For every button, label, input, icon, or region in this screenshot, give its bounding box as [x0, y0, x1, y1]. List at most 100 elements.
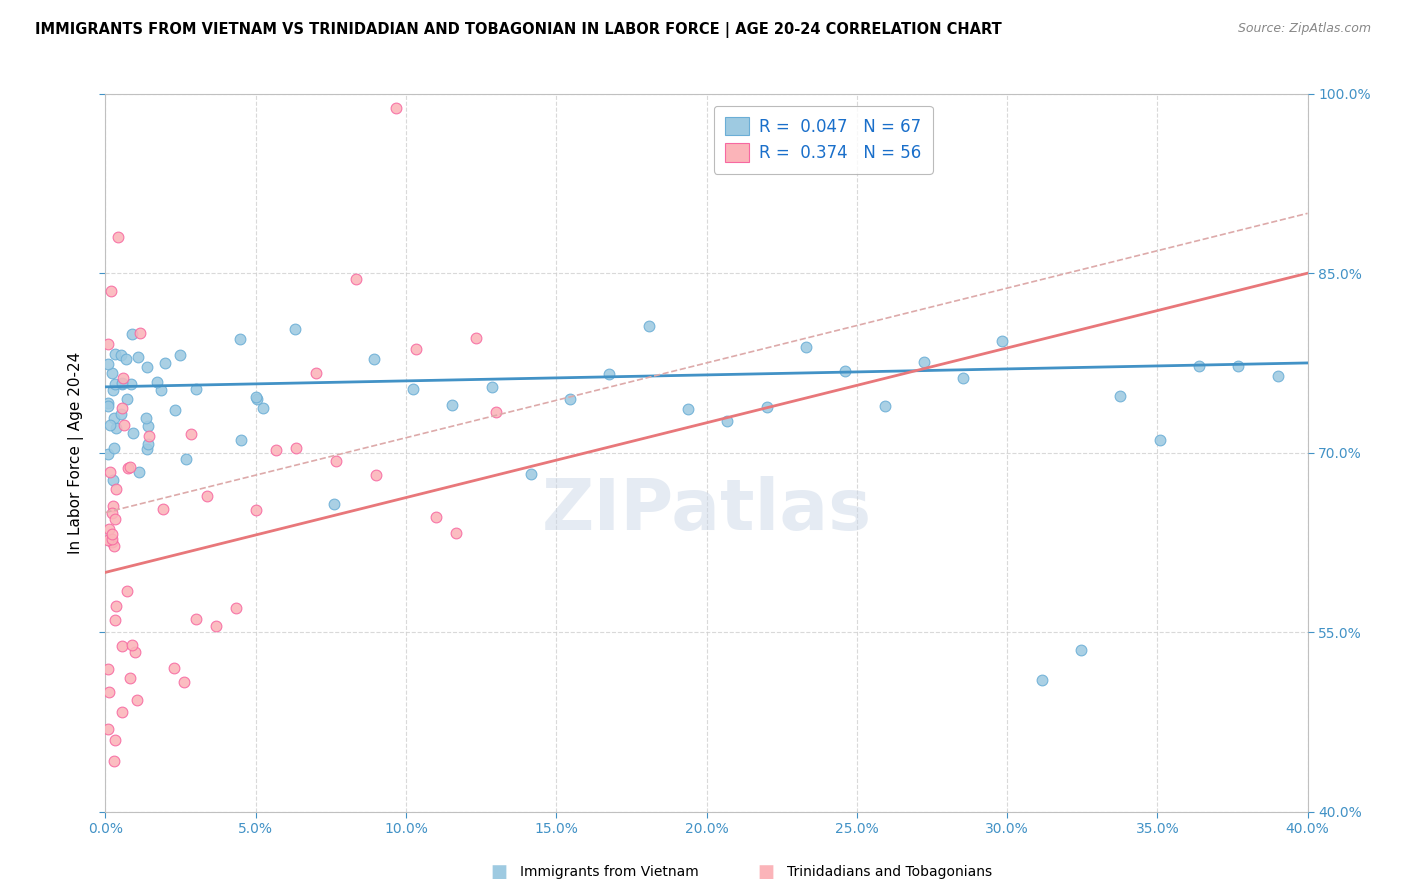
Point	[152, 502, 174, 516]
Point	[101, 534, 124, 549]
Point	[138, 429, 160, 443]
Point	[103, 754, 125, 768]
Point	[305, 366, 328, 380]
Point	[225, 600, 247, 615]
Point	[136, 419, 159, 434]
Point	[441, 397, 464, 411]
Point	[163, 661, 186, 675]
Point	[245, 503, 267, 517]
Point	[952, 371, 974, 385]
Point	[115, 352, 138, 367]
Point	[264, 443, 287, 458]
Point	[101, 527, 124, 541]
Point	[104, 613, 127, 627]
Point	[115, 392, 138, 406]
Point	[103, 540, 125, 554]
Point	[325, 453, 347, 467]
Point	[128, 465, 150, 479]
Point	[912, 354, 935, 368]
Point	[425, 510, 447, 524]
Point	[103, 442, 125, 456]
Point	[716, 414, 738, 428]
Point	[637, 319, 659, 334]
Point	[124, 645, 146, 659]
Point	[163, 403, 186, 417]
Point	[520, 467, 543, 481]
Point	[97, 447, 120, 461]
Point	[174, 451, 197, 466]
Point	[118, 671, 141, 685]
Point	[1070, 643, 1092, 657]
Point	[112, 417, 135, 432]
Point	[125, 693, 148, 707]
Point	[104, 733, 127, 747]
Point	[323, 497, 346, 511]
Point	[444, 526, 467, 541]
Text: ■: ■	[758, 863, 775, 881]
Point	[136, 437, 159, 451]
Point	[1149, 433, 1171, 447]
Point	[111, 706, 134, 720]
Point	[103, 347, 125, 361]
Point	[184, 612, 207, 626]
Point	[103, 410, 125, 425]
Point	[110, 407, 132, 421]
Point	[153, 356, 176, 370]
Point	[169, 348, 191, 362]
Point	[97, 722, 120, 736]
Point	[117, 461, 139, 475]
Point	[991, 334, 1014, 348]
Point	[364, 467, 387, 482]
Point	[1188, 359, 1211, 373]
Point	[363, 352, 385, 367]
Point	[465, 330, 488, 344]
Point	[173, 675, 195, 690]
Point	[676, 402, 699, 417]
Point	[97, 533, 120, 547]
Point	[149, 384, 172, 398]
Point	[485, 405, 508, 419]
Point	[105, 599, 128, 613]
Point	[121, 638, 143, 652]
Point	[98, 418, 121, 433]
Point	[97, 358, 120, 372]
Point	[103, 499, 125, 513]
Point	[98, 522, 121, 536]
Point	[197, 489, 219, 503]
Point	[101, 383, 124, 397]
Point	[104, 377, 127, 392]
Point	[120, 377, 142, 392]
Point	[481, 380, 503, 394]
Point	[111, 401, 134, 415]
Point	[97, 399, 120, 413]
Point	[105, 421, 128, 435]
Text: ■: ■	[491, 863, 508, 881]
Point	[1109, 389, 1132, 403]
Point	[146, 376, 169, 390]
Point	[284, 322, 307, 336]
Point	[385, 101, 408, 115]
Point	[111, 376, 134, 391]
Point	[873, 399, 896, 413]
Text: Immigrants from Vietnam: Immigrants from Vietnam	[520, 865, 699, 880]
Point	[135, 410, 157, 425]
Point	[252, 401, 274, 416]
Point	[558, 392, 581, 406]
Point	[204, 619, 226, 633]
Point	[1227, 359, 1250, 374]
Point	[97, 396, 120, 410]
Point	[112, 371, 135, 385]
Point	[121, 326, 143, 341]
Point	[101, 366, 124, 380]
Point	[1031, 673, 1053, 687]
Point	[100, 284, 122, 298]
Text: ZIPatlas: ZIPatlas	[541, 475, 872, 545]
Point	[115, 584, 138, 599]
Point	[100, 465, 122, 479]
Point	[97, 662, 120, 676]
Text: IMMIGRANTS FROM VIETNAM VS TRINIDADIAN AND TOBAGONIAN IN LABOR FORCE | AGE 20-24: IMMIGRANTS FROM VIETNAM VS TRINIDADIAN A…	[35, 22, 1002, 38]
Point	[97, 337, 120, 351]
Point	[101, 533, 124, 547]
Point	[834, 364, 856, 378]
Point	[598, 367, 620, 381]
